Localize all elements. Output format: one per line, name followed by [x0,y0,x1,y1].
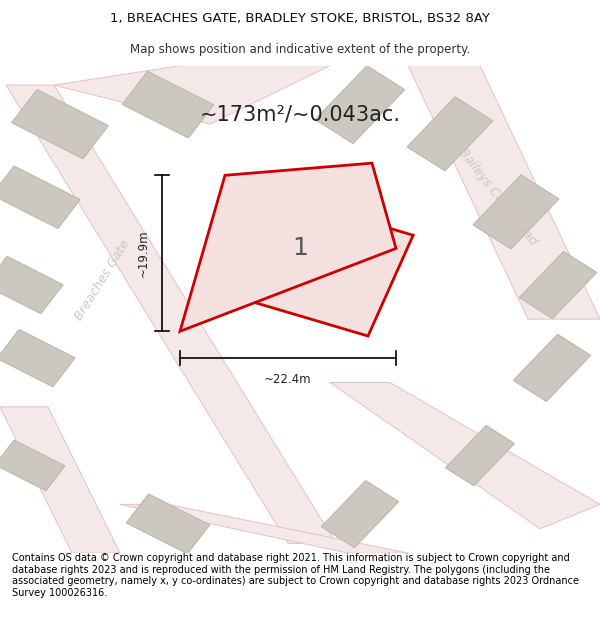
Text: ~22.4m: ~22.4m [264,372,312,386]
Polygon shape [180,163,396,331]
Polygon shape [407,97,493,171]
Polygon shape [330,382,600,529]
Text: ~19.9m: ~19.9m [137,229,150,277]
Polygon shape [513,334,591,401]
Polygon shape [199,185,413,336]
Polygon shape [519,251,597,319]
Text: Contains OS data © Crown copyright and database right 2021. This information is : Contains OS data © Crown copyright and d… [12,553,579,598]
Polygon shape [445,426,515,486]
Polygon shape [11,89,109,159]
Polygon shape [0,329,75,387]
Text: Baileys Court Road: Baileys Court Road [456,146,540,248]
Polygon shape [127,494,209,554]
Polygon shape [0,440,65,491]
Polygon shape [0,407,120,553]
Text: 1, BREACHES GATE, BRADLEY STOKE, BRISTOL, BS32 8AY: 1, BREACHES GATE, BRADLEY STOKE, BRISTOL… [110,12,490,25]
Polygon shape [120,504,408,553]
Polygon shape [473,175,559,249]
Polygon shape [408,66,600,319]
Polygon shape [0,166,80,229]
Polygon shape [54,66,330,124]
Polygon shape [6,85,336,543]
Polygon shape [122,71,214,138]
Polygon shape [0,256,63,314]
Text: Map shows position and indicative extent of the property.: Map shows position and indicative extent… [130,42,470,56]
Text: 1: 1 [292,236,308,261]
Polygon shape [321,481,399,548]
Text: Breaches Gate: Breaches Gate [72,238,132,322]
Text: ~173m²/~0.043ac.: ~173m²/~0.043ac. [199,104,401,124]
Polygon shape [315,66,405,144]
